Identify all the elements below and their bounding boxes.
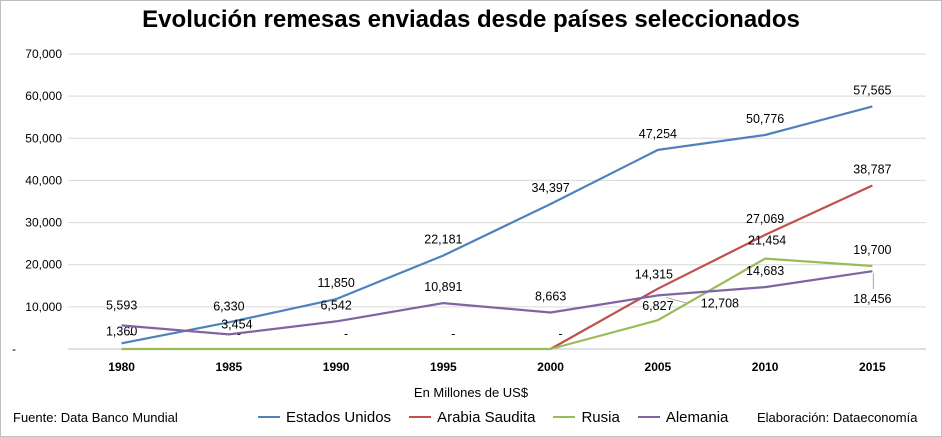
legend-label: Rusia (581, 408, 620, 426)
series-line (121, 270, 873, 336)
data-label: 11,850 (317, 276, 354, 290)
x-tick-label: 2000 (537, 360, 564, 374)
y-tick-label: 70,000 (25, 47, 62, 61)
y-tick-label: 60,000 (25, 89, 62, 103)
y-tick-label: 10,000 (25, 300, 62, 314)
credit-note: Elaboración: Dataeconomía (757, 410, 918, 425)
data-label: 21,454 (748, 234, 786, 248)
data-label: 14,315 (635, 268, 673, 282)
data-label: - (130, 327, 134, 341)
y-tick-label: 50,000 (25, 131, 62, 145)
series-line (121, 257, 873, 351)
data-label: 8,663 (535, 289, 566, 303)
x-axis-label: En Millones de US$ (413, 385, 529, 400)
data-label: 50,776 (746, 112, 784, 126)
legend-swatch (409, 416, 432, 418)
legend-item: Alemania (637, 408, 729, 426)
data-label: - (451, 327, 455, 341)
data-label: 47,254 (639, 127, 677, 141)
legend-swatch (258, 416, 280, 418)
x-tick-label: 2005 (645, 360, 672, 374)
data-label: 19,700 (853, 243, 891, 257)
data-label: 6,542 (320, 298, 351, 312)
data-label: 18,456 (853, 292, 891, 306)
x-tick-label: 1995 (430, 360, 457, 374)
data-label: - (559, 327, 563, 341)
data-label: 6,330 (213, 299, 244, 313)
legend-label: Alemania (665, 408, 729, 426)
chart-legend: Estados Unidos Arabia Saudita Rusia Alemani… (258, 407, 728, 427)
data-label: 10,891 (424, 280, 462, 294)
data-label: 27,069 (746, 212, 784, 226)
y-tick-label: 20,000 (25, 258, 62, 272)
data-label: 6,827 (642, 299, 673, 313)
legend-swatch (553, 416, 576, 418)
data-label: 14,683 (746, 264, 784, 278)
data-label: 1,360 (106, 324, 137, 338)
data-label: 12,708 (701, 296, 739, 310)
legend-item: Rusia (553, 408, 620, 426)
x-tick-label: 2015 (859, 360, 886, 374)
legend-swatch (637, 416, 660, 418)
legend-label: Estados Unidos (286, 408, 392, 426)
x-tick-label: 1980 (108, 360, 135, 374)
x-tick-label: 1990 (323, 360, 350, 374)
series-line (550, 184, 873, 350)
data-label: - (344, 327, 348, 341)
data-label: 34,397 (532, 181, 570, 195)
legend-item: Arabia Saudita (409, 409, 535, 426)
leader-line (665, 296, 689, 304)
y-tick-label: 40,000 (25, 173, 62, 187)
legend-item: Estados Unidos (258, 409, 391, 426)
data-label: 3,454 (221, 317, 252, 331)
y-tick-label: 30,000 (25, 216, 62, 230)
y-tick-label: - (12, 342, 16, 356)
data-label: 38,787 (853, 163, 891, 177)
data-label: 5,593 (106, 298, 137, 312)
x-tick-label: 1985 (216, 360, 243, 374)
data-label: 57,565 (853, 83, 891, 97)
series-line (121, 105, 873, 345)
source-note: Fuente: Data Banco Mundial (13, 410, 178, 425)
chart-title: Evolución remesas enviadas desde países … (142, 6, 800, 33)
x-tick-label: 2010 (752, 360, 779, 374)
data-label: 22,181 (424, 233, 462, 247)
legend-label: Arabia Saudita (437, 408, 536, 426)
